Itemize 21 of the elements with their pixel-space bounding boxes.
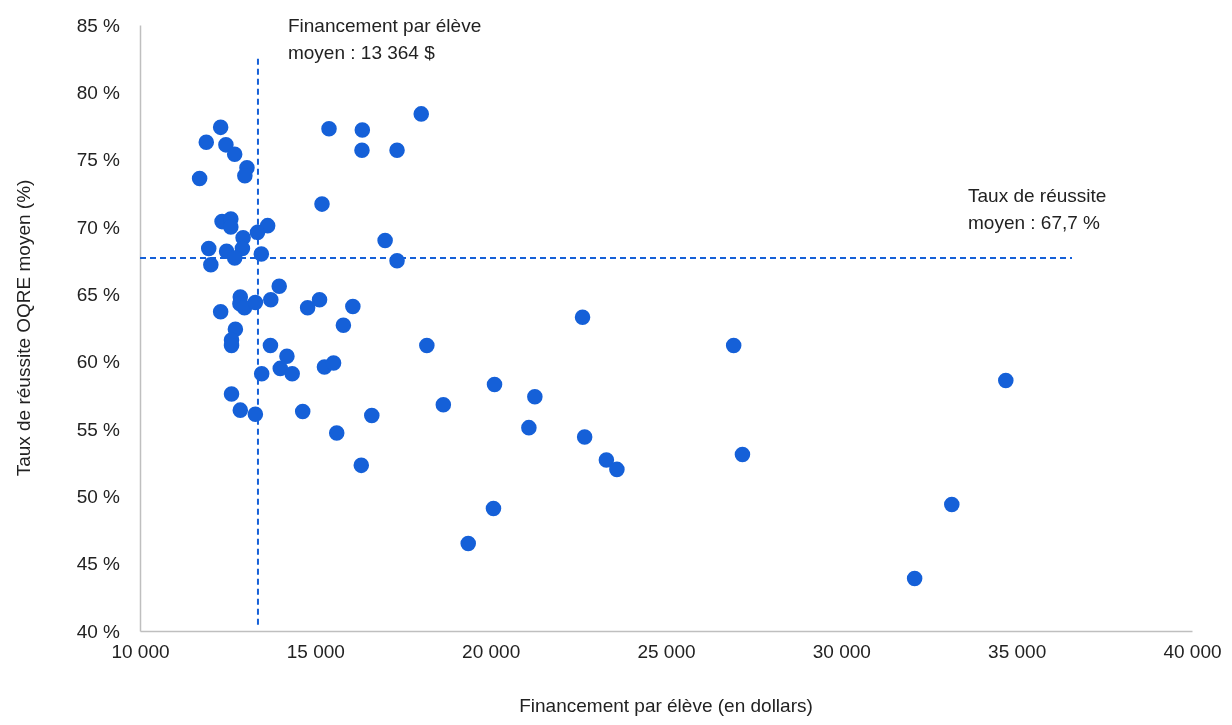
- y-tick-label: 40 %: [76, 620, 121, 642]
- ref-line-label: Taux de réussite moyen : 67,7 %: [968, 184, 1107, 233]
- y-tick-label: 75 %: [76, 149, 121, 171]
- x-tick-label: 30 000: [812, 641, 871, 663]
- y-tick-label: 45 %: [76, 553, 121, 575]
- y-tick-label: 80 %: [76, 81, 121, 103]
- x-tick-label: 35 000: [988, 641, 1047, 663]
- y-tick-label: 70 %: [76, 216, 121, 238]
- y-tick-label: 60 %: [76, 351, 121, 373]
- x-axis-title: Financement par élève (en dollars): [519, 695, 813, 716]
- y-tick-label: 85 %: [76, 14, 121, 36]
- y-tick-label: 50 %: [76, 485, 121, 507]
- y-tick-label: 55 %: [76, 418, 121, 440]
- x-tick-label: 20 000: [462, 641, 521, 663]
- y-axis-title: Taux de réussite OQRE moyen (%): [13, 179, 34, 477]
- x-tick-label: 25 000: [637, 641, 696, 663]
- x-tick-label: 40 000: [1163, 641, 1222, 663]
- x-tick-label: 15 000: [286, 641, 345, 663]
- x-tick-label: 10 000: [111, 641, 170, 663]
- ref-line-label: Financement par élève moyen : 13 364 $: [287, 15, 482, 63]
- y-tick-label: 65 %: [76, 283, 121, 305]
